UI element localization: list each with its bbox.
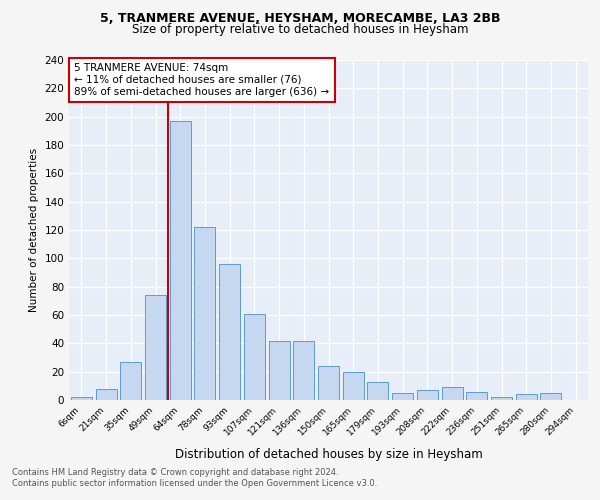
Bar	[95, 388, 116, 400]
Bar	[244, 314, 265, 400]
Bar	[219, 264, 240, 400]
Text: Size of property relative to detached houses in Heysham: Size of property relative to detached ho…	[132, 22, 468, 36]
Bar	[392, 393, 413, 400]
Bar	[343, 372, 364, 400]
Bar	[120, 362, 141, 400]
Bar	[367, 382, 388, 400]
Bar	[318, 366, 339, 400]
Text: 5 TRANMERE AVENUE: 74sqm
← 11% of detached houses are smaller (76)
89% of semi-d: 5 TRANMERE AVENUE: 74sqm ← 11% of detach…	[74, 64, 329, 96]
Bar	[466, 392, 487, 400]
Bar	[541, 393, 562, 400]
Bar	[269, 340, 290, 400]
Bar	[71, 397, 92, 400]
Text: Contains HM Land Registry data © Crown copyright and database right 2024.
Contai: Contains HM Land Registry data © Crown c…	[12, 468, 377, 487]
Bar	[417, 390, 438, 400]
Bar	[194, 227, 215, 400]
Bar	[442, 387, 463, 400]
Bar	[491, 397, 512, 400]
Bar	[170, 121, 191, 400]
Text: 5, TRANMERE AVENUE, HEYSHAM, MORECAMBE, LA3 2BB: 5, TRANMERE AVENUE, HEYSHAM, MORECAMBE, …	[100, 12, 500, 26]
Bar	[145, 295, 166, 400]
Bar	[293, 340, 314, 400]
Bar	[516, 394, 537, 400]
X-axis label: Distribution of detached houses by size in Heysham: Distribution of detached houses by size …	[175, 448, 482, 461]
Y-axis label: Number of detached properties: Number of detached properties	[29, 148, 39, 312]
